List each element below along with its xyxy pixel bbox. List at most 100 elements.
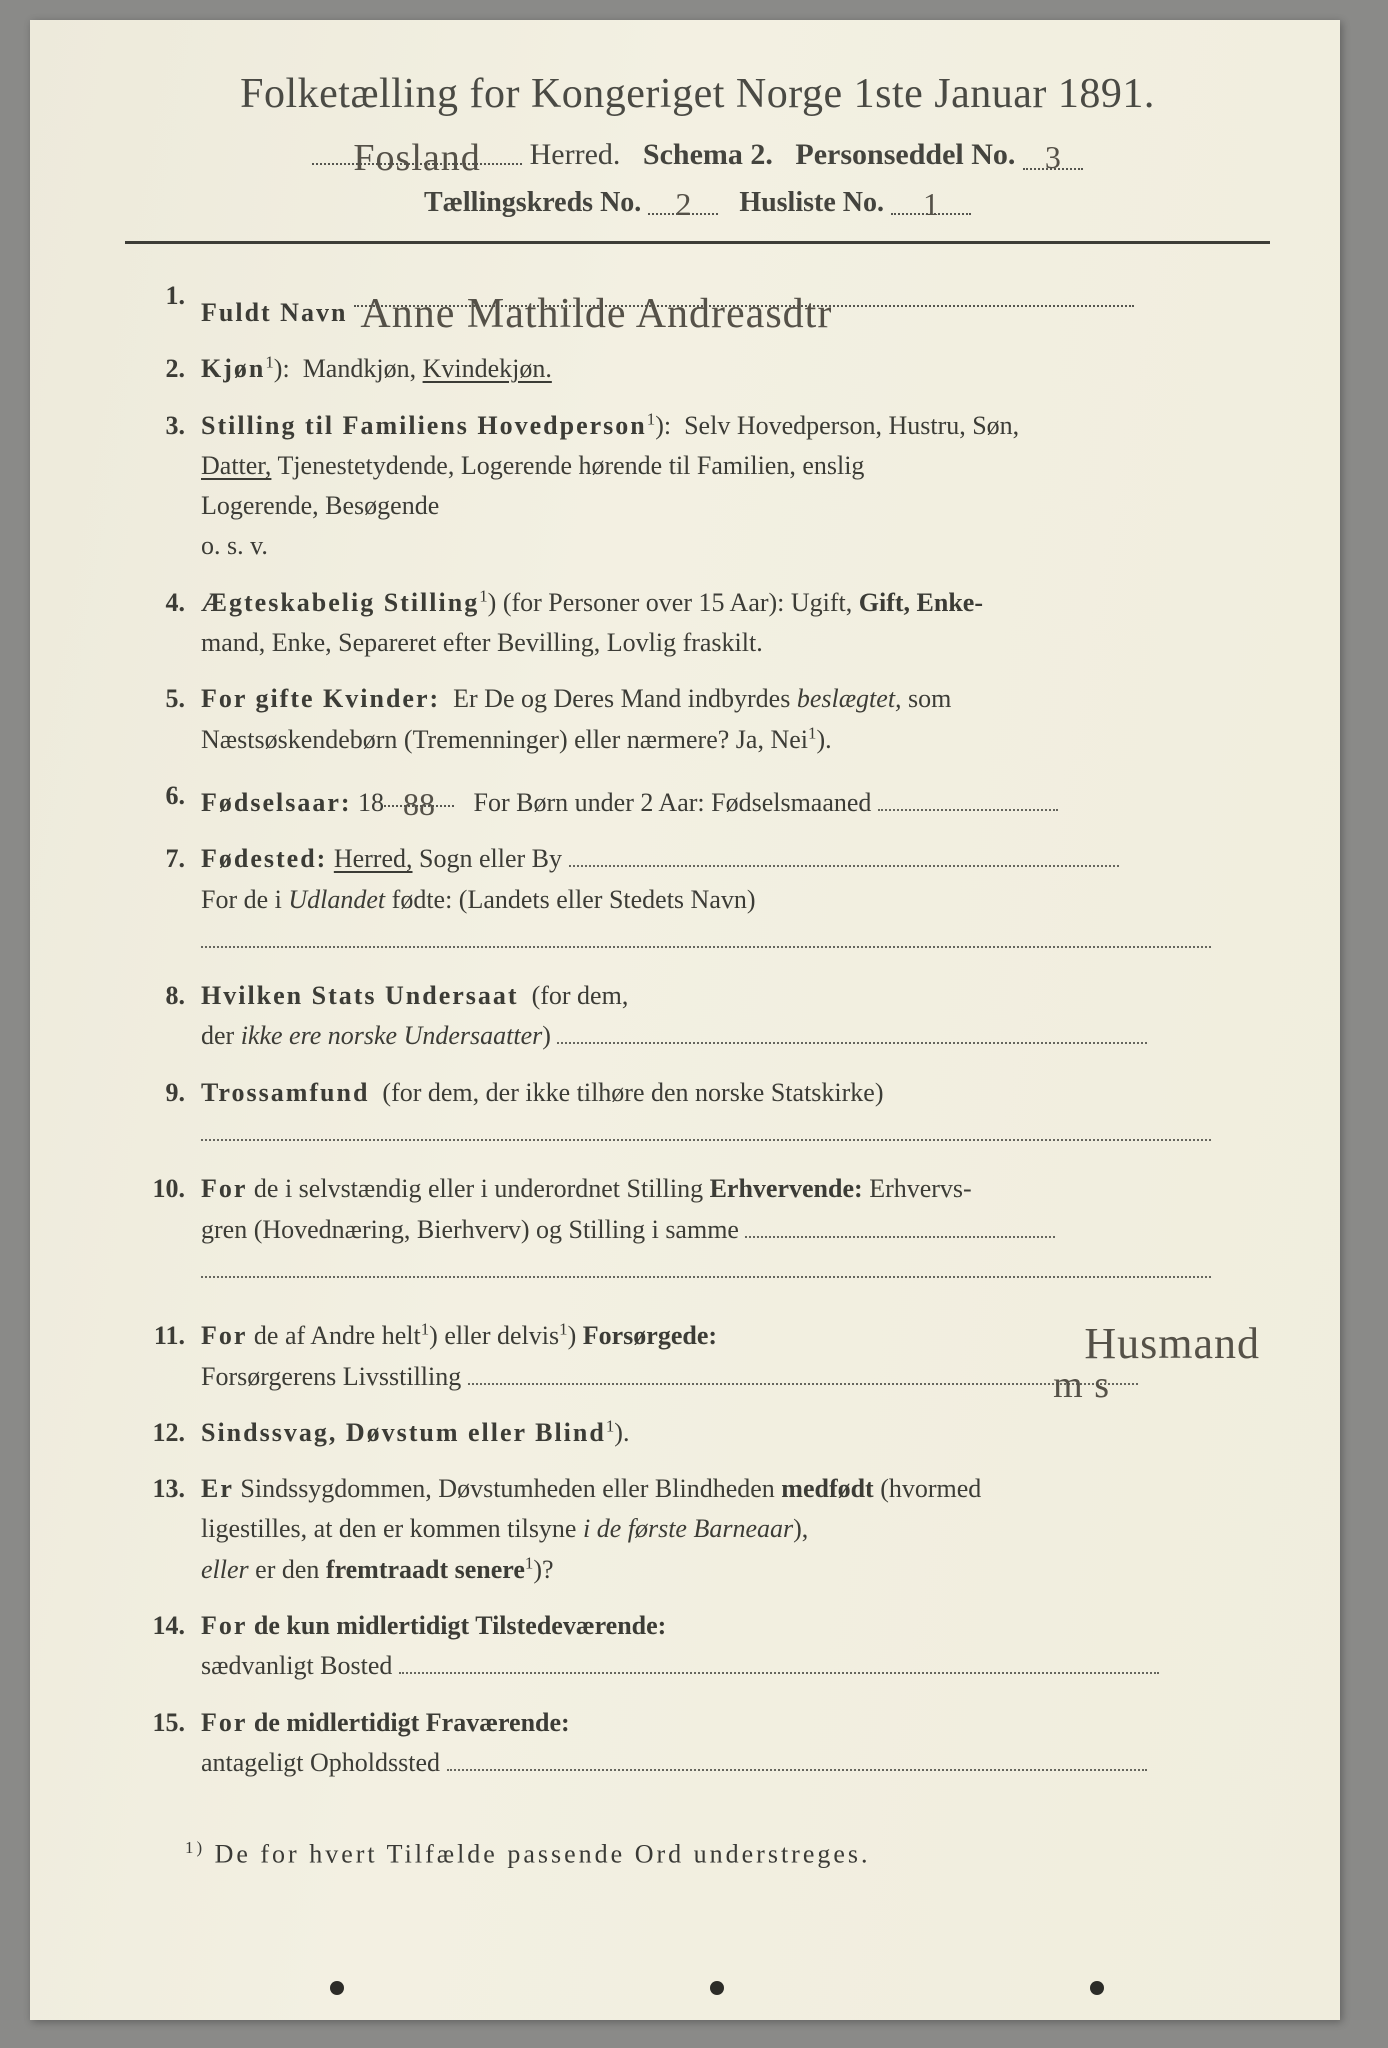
field-label: Fuldt Navn bbox=[201, 298, 347, 327]
field-label: For bbox=[201, 1174, 247, 1203]
field-label: Ægteskabelig Stilling bbox=[201, 588, 479, 617]
item-5: 5. For gifte Kvinder: Er De og Deres Man… bbox=[125, 679, 1270, 760]
text-bosted: sædvanligt Bosted bbox=[201, 1651, 392, 1680]
field-label: For gifte Kvinder: bbox=[201, 684, 440, 713]
item-body: For de i selvstændig eller i underordnet… bbox=[201, 1169, 1270, 1290]
text-fodte: fødte: (Landets eller Stedets Navn) bbox=[392, 885, 756, 914]
text-der: der bbox=[201, 1021, 234, 1050]
name-field: Anne Mathilde Andreasdtr bbox=[354, 276, 1134, 307]
whereabouts-field bbox=[447, 1743, 1147, 1771]
item-body: For de midlertidigt Fraværende: antageli… bbox=[201, 1703, 1270, 1784]
item-number: 12. bbox=[125, 1413, 201, 1453]
text-hvormed: (hvormed bbox=[880, 1474, 981, 1503]
item-body: Fuldt Navn Anne Mathilde Andreasdtr bbox=[201, 276, 1270, 333]
schema-label: Schema 2. bbox=[643, 138, 773, 171]
text-erhvervende: Erhvervende: bbox=[710, 1174, 863, 1203]
item-1: 1. Fuldt Navn Anne Mathilde Andreasdtr bbox=[125, 276, 1270, 333]
text-erhvervs: Erhvervs- bbox=[869, 1174, 972, 1203]
binding-hole-icon bbox=[1090, 1981, 1104, 1995]
item-9: 9. Trossamfund (for dem, der ikke tilhør… bbox=[125, 1073, 1270, 1154]
kreds-no-field: 2 bbox=[648, 182, 718, 215]
option-mandkjon: Mandkjøn, bbox=[303, 354, 416, 383]
herred-handwritten: Fosland bbox=[353, 137, 480, 179]
item-14: 14. For de kun midlertidigt Tilstedevære… bbox=[125, 1606, 1270, 1687]
provider-handwritten-1: Husmand bbox=[1084, 1310, 1260, 1378]
text-beslaegtet: beslægtet, bbox=[797, 684, 902, 713]
text-line-1: Er De og Deres Mand indbyrdes bbox=[453, 684, 790, 713]
provider-handwritten-2: m s bbox=[1053, 1356, 1110, 1415]
options-line-4: o. s. v. bbox=[201, 531, 268, 560]
text-barneaar: i de første Barneaar bbox=[583, 1514, 793, 1543]
occupation-field bbox=[745, 1210, 1055, 1238]
text-fravaerende: de midlertidigt Fraværende: bbox=[254, 1708, 570, 1737]
item-body: Er Sindssygdommen, Døvstumheden eller Bl… bbox=[201, 1469, 1270, 1590]
field-label: Stilling til Familiens Hovedperson bbox=[201, 411, 647, 440]
text-line-1: (for Personer over 15 Aar): Ugift, bbox=[503, 588, 852, 617]
item-number: 9. bbox=[125, 1073, 201, 1154]
field-label: For bbox=[201, 1708, 247, 1737]
text-medfodt: medfødt bbox=[781, 1474, 873, 1503]
husliste-no-field: 1 bbox=[891, 182, 971, 215]
field-label: Hvilken Stats Undersaat bbox=[201, 981, 519, 1010]
occupation-field-2 bbox=[201, 1250, 1211, 1278]
option-datter-underlined: Datter, bbox=[201, 451, 271, 480]
item-number: 7. bbox=[125, 839, 201, 960]
item-number: 15. bbox=[125, 1703, 201, 1784]
item-3: 3. Stilling til Familiens Hovedperson1):… bbox=[125, 406, 1270, 567]
residence-field bbox=[399, 1646, 1159, 1674]
text-sogn: Sogn eller By bbox=[419, 844, 562, 873]
personseddel-no-field: 3 bbox=[1023, 135, 1083, 170]
text-line-1: Sindssygdommen, Døvstumheden eller Blind… bbox=[240, 1474, 774, 1503]
text-udlandet: Udlandet bbox=[288, 885, 385, 914]
text-line-2a: ligestilles, at den er kommen tilsyne bbox=[201, 1514, 576, 1543]
divider-rule bbox=[125, 241, 1270, 244]
subheading-line-2: Tællingskreds No. 2 Husliste No. 1 bbox=[125, 182, 1270, 219]
field-label: Fødselsaar: bbox=[201, 788, 352, 817]
full-name-handwritten: Anne Mathilde Andreasdtr bbox=[360, 291, 832, 337]
foreign-birthplace-field bbox=[201, 920, 1211, 948]
item-number: 8. bbox=[125, 976, 201, 1057]
birth-month-field bbox=[878, 783, 1058, 811]
footnote-text: De for hvert Tilfælde passende Ord under… bbox=[215, 1840, 871, 1869]
footnote-marker: 1) bbox=[185, 1838, 205, 1857]
text-line-2: mand, Enke, Separeret efter Bevilling, L… bbox=[201, 628, 763, 657]
husliste-label: Husliste No. bbox=[739, 187, 884, 218]
text-som: som bbox=[908, 684, 951, 713]
item-number: 5. bbox=[125, 679, 201, 760]
text-af-andre: de af Andre helt bbox=[254, 1321, 421, 1350]
text-tilstedevaerende: de kun midlertidigt Tilstedeværende: bbox=[254, 1611, 666, 1640]
text-line-1: (for dem, bbox=[532, 981, 629, 1010]
field-label: Sindssvag, Døvstum eller Blind bbox=[201, 1418, 606, 1447]
birth-year-handwritten: 88 bbox=[403, 786, 435, 822]
text-eller: eller bbox=[201, 1555, 249, 1584]
kreds-label: Tællingskreds No. bbox=[424, 187, 641, 218]
item-number: 4. bbox=[125, 583, 201, 664]
census-form-page: Folketælling for Kongeriget Norge 1ste J… bbox=[30, 20, 1340, 2020]
kreds-no: 2 bbox=[675, 186, 691, 222]
item-13: 13. Er Sindssygdommen, Døvstumheden elle… bbox=[125, 1469, 1270, 1590]
text-line: (for dem, der ikke tilhøre den norske St… bbox=[382, 1078, 883, 1107]
form-items: 1. Fuldt Navn Anne Mathilde Andreasdtr 2… bbox=[125, 276, 1270, 1783]
item-number: 10. bbox=[125, 1169, 201, 1290]
text-for-de-i: For de i bbox=[201, 885, 282, 914]
options-line-2: Tjenestetydende, Logerende hørende til F… bbox=[277, 451, 864, 480]
birth-month-label: For Børn under 2 Aar: Fødselsmaaned bbox=[474, 788, 872, 817]
binding-hole-icon bbox=[330, 1981, 344, 1995]
year-prefix: 18 bbox=[358, 788, 384, 817]
item-body: Kjøn1): Mandkjøn, Kvindekjøn. bbox=[201, 349, 1270, 389]
options-line-1: Selv Hovedperson, Hustru, Søn, bbox=[684, 411, 1019, 440]
item-4: 4. Ægteskabelig Stilling1) (for Personer… bbox=[125, 583, 1270, 664]
subheading-line-1: Fosland Herred. Schema 2. Personseddel N… bbox=[125, 130, 1270, 172]
field-label: For bbox=[201, 1321, 247, 1350]
field-label: Kjøn bbox=[201, 354, 265, 383]
citizenship-field bbox=[557, 1016, 1147, 1044]
item-number: 11. bbox=[125, 1316, 201, 1397]
field-label: Fødested: bbox=[201, 844, 327, 873]
item-body: For gifte Kvinder: Er De og Deres Mand i… bbox=[201, 679, 1270, 760]
item-number: 2. bbox=[125, 349, 201, 389]
option-gift: Gift, bbox=[859, 588, 910, 617]
item-body: Sindssvag, Døvstum eller Blind1). bbox=[201, 1413, 1270, 1453]
text-eller-delvis: eller delvis bbox=[444, 1321, 559, 1350]
text-line-2: gren (Hovednæring, Bierhverv) og Stillin… bbox=[201, 1215, 739, 1244]
item-12: 12. Sindssvag, Døvstum eller Blind1). bbox=[125, 1413, 1270, 1453]
